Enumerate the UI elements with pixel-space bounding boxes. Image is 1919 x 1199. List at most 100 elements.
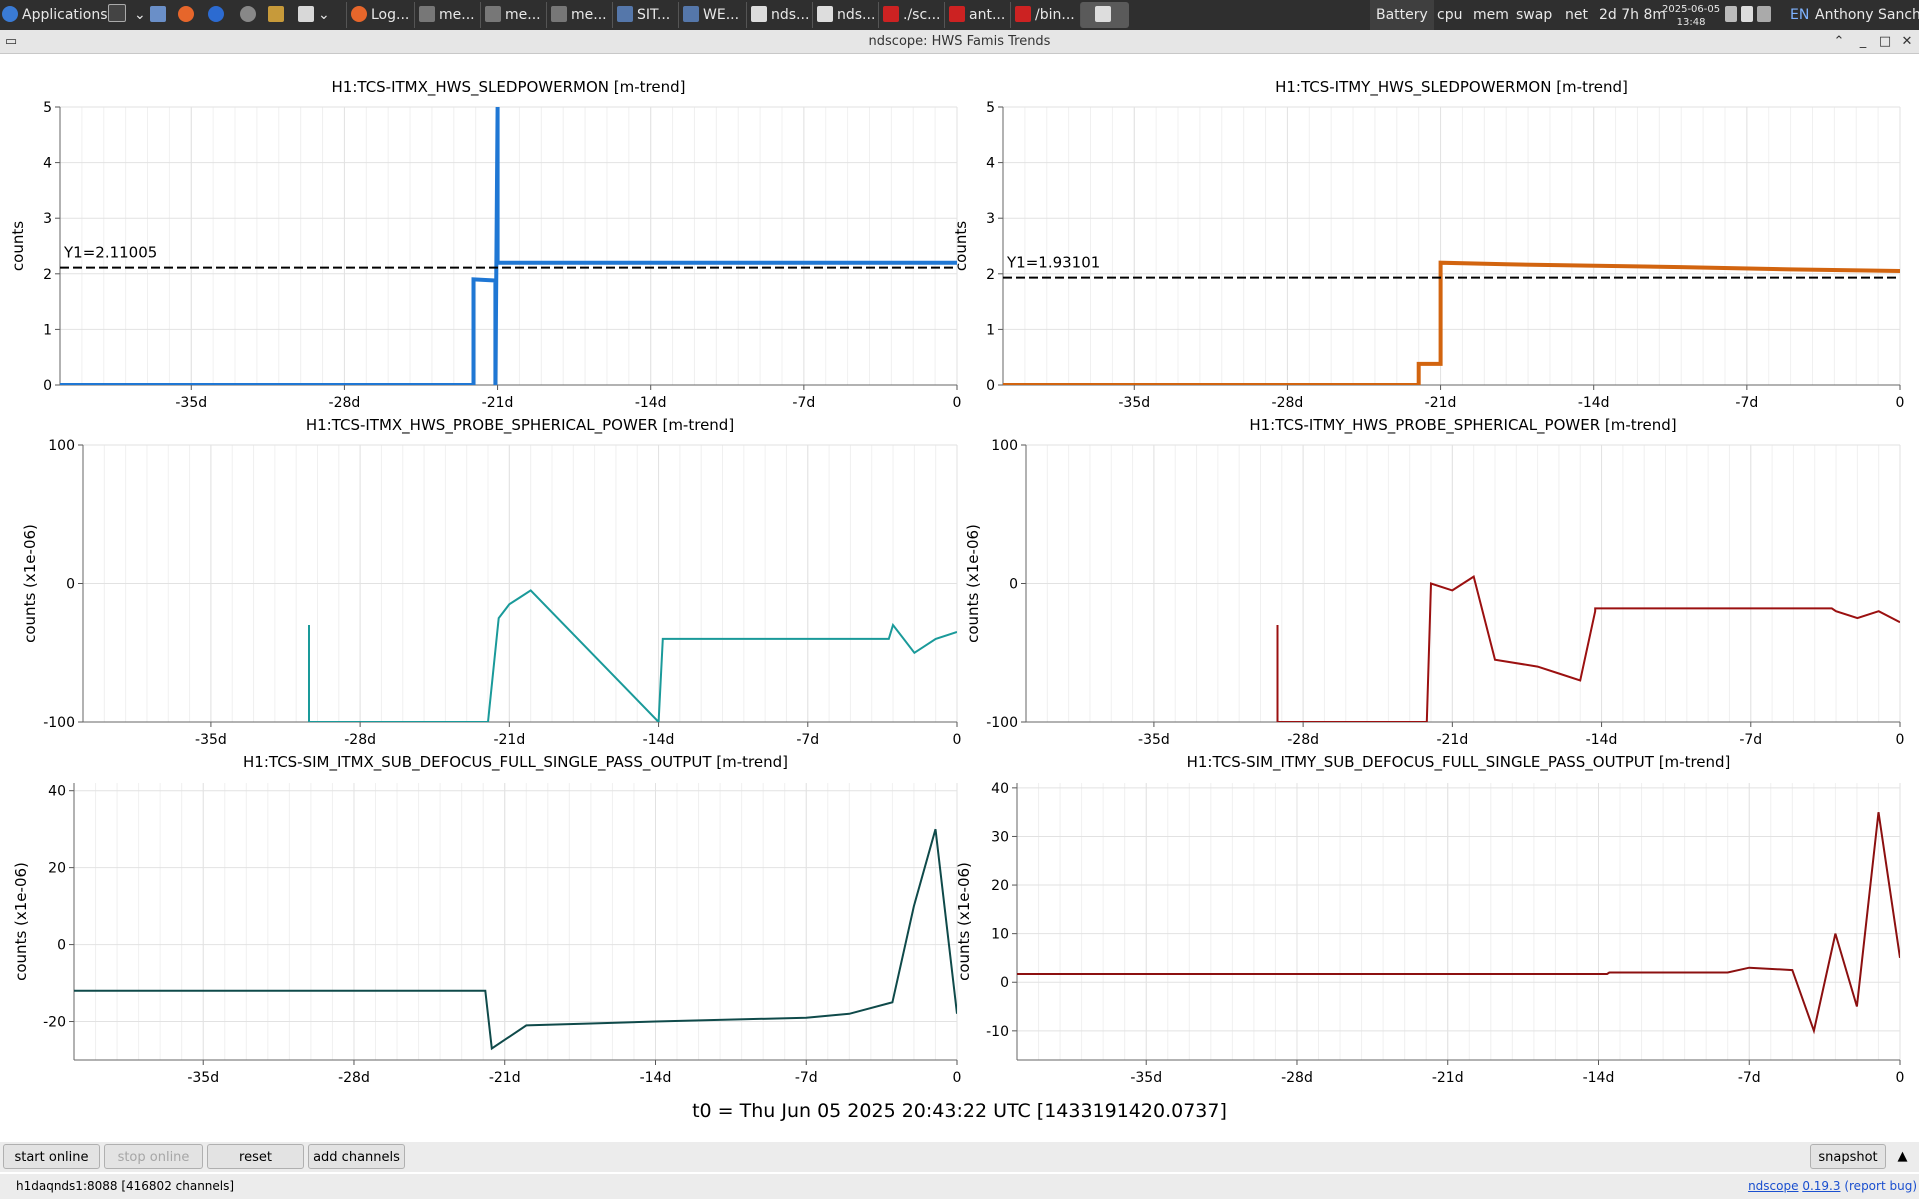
clock[interactable]: 2025-06-05 13:48 [1662,3,1720,33]
maximize-icon[interactable]: □ [1878,34,1892,49]
task-log[interactable]: Log... [346,2,415,28]
report-bug-link[interactable]: (report bug) [1844,1179,1917,1193]
y-tick-label: 5 [986,100,995,116]
plot-title: H1:TCS-SIM_ITMY_SUB_DEFOCUS_FULL_SINGLE_… [1187,753,1731,772]
task-nds-2[interactable]: nds... [812,2,879,28]
y-tick-label: 1 [986,322,995,338]
ndscope-link[interactable]: ndscope [1748,1179,1799,1193]
battery-indicator[interactable]: Battery [1370,0,1434,30]
task-nds-1[interactable]: nds... [746,2,813,28]
add-channels-button[interactable]: add channels [308,1144,405,1169]
reset-button[interactable]: reset [207,1144,304,1169]
uptime: 2d 7h 8m [1599,0,1666,30]
status-bar: h1daqnds1:8088 [416802 channels] ndscope… [0,1174,1919,1199]
add-channels-label: add channels [313,1150,400,1165]
x-tick-label: -28d [1281,1070,1313,1086]
task-ndscope-active[interactable] [1080,2,1129,28]
task-bin[interactable]: /bin... [1010,2,1079,28]
plot-panel: H1:TCS-SIM_ITMX_SUB_DEFOCUS_FULL_SINGLE_… [12,753,961,1086]
plot-title: H1:TCS-ITMX_HWS_SLEDPOWERMON [m-trend] [332,78,686,97]
plot-title: H1:TCS-ITMY_HWS_SLEDPOWERMON [m-trend] [1275,78,1628,97]
window-menu-icon[interactable]: ▭ [4,34,18,49]
task-label: me... [439,7,475,23]
task-me-3[interactable]: me... [546,2,613,28]
firefox-icon [351,6,367,22]
close-icon[interactable]: ✕ [1901,34,1913,49]
x-tick-label: -14d [1586,732,1618,748]
minimize-icon[interactable]: _ [1859,34,1867,49]
task-sit[interactable]: SIT... [612,2,679,28]
chevron-up-icon[interactable]: ⌃ [1833,34,1845,49]
series-line [60,107,957,385]
version-link[interactable]: 0.19.3 [1802,1179,1841,1193]
x-tick-label: -28d [329,395,361,411]
y-tick-label: 4 [986,156,995,172]
x-tick-label: -35d [195,732,227,748]
chrome-launcher[interactable] [208,0,228,30]
stop-online-button[interactable]: stop online [104,1144,203,1169]
x-tick-label: -21d [493,732,525,748]
x-tick-label: 0 [953,395,962,411]
plot-panel: H1:TCS-ITMX_HWS_SLEDPOWERMON [m-trend] -3… [9,78,961,411]
editor-launcher[interactable]: ⌄ [298,0,330,30]
y-tick-label: 10 [991,927,1009,943]
y1-cursor-label: Y1=1.93101 [1006,254,1100,272]
chrome-icon [208,6,224,22]
y-axis-label: counts (x1e-06) [955,862,973,981]
files-launcher[interactable] [150,0,170,30]
firefox-launcher[interactable] [178,0,198,30]
chevron-up-icon[interactable]: ▲ [1897,1149,1908,1164]
share-launcher[interactable] [240,0,260,30]
y-axis-label: counts (x1e-06) [21,524,39,643]
user-menu[interactable]: Anthony Sanchez [1815,0,1919,30]
applications-menu[interactable]: Applications [2,0,108,30]
snapshot-button[interactable]: snapshot [1810,1144,1886,1169]
editor-icon [298,6,314,22]
x-tick-label: 0 [1896,1070,1905,1086]
snapshot-label: snapshot [1818,1150,1878,1165]
x-tick-label: -14d [1578,395,1610,411]
cpu-monitor[interactable]: cpu [1437,0,1462,30]
y-tick-label: 4 [43,156,52,172]
x-tick-label: -35d [1138,732,1170,748]
tray-icons[interactable] [1725,0,1775,30]
task-me-2[interactable]: me... [480,2,547,28]
series-line [308,589,957,722]
y-axis-label: counts [952,221,970,271]
swap-monitor[interactable]: swap [1516,0,1552,30]
x-tick-label: -7d [795,1070,818,1086]
x-tick-label: -35d [187,1070,219,1086]
task-label: nds... [771,7,810,23]
window-icon [817,6,833,22]
settings-launcher[interactable] [268,0,288,30]
plot-panel: H1:TCS-SIM_ITMY_SUB_DEFOCUS_FULL_SINGLE_… [955,753,1904,1086]
task-me-1[interactable]: me... [414,2,481,28]
user-label: Anthony Sanchez [1815,7,1919,23]
x-tick-label: -21d [1436,732,1468,748]
y-tick-label: 100 [991,438,1018,454]
x-tick-label: -28d [1272,395,1304,411]
mem-monitor[interactable]: mem [1473,0,1509,30]
plot-panel: H1:TCS-ITMY_HWS_PROBE_SPHERICAL_POWER [m… [964,416,1904,748]
y-axis-label: counts (x1e-06) [12,862,30,981]
terminal-icon [1015,6,1031,22]
window-icon [485,6,501,22]
task-sc[interactable]: ./sc... [878,2,945,28]
y-tick-label: 0 [986,378,995,394]
terminal-launcher[interactable] [108,0,130,30]
window-title: ndscope: HWS Famis Trends [868,34,1051,49]
task-label: me... [505,7,541,23]
task-ant[interactable]: ant... [944,2,1011,28]
folder-icon [150,6,166,22]
net-monitor[interactable]: net [1565,0,1588,30]
cpu-label: cpu [1437,7,1463,23]
y-tick-label: 2 [43,267,52,283]
y-tick-label: -20 [43,1015,66,1031]
chevron-down-icon[interactable]: ⌄ [134,7,146,23]
task-label: ./sc... [903,7,941,23]
y1-cursor-label: Y1=2.11005 [63,244,157,262]
start-online-button[interactable]: start online [3,1144,100,1169]
firefox-icon [178,6,194,22]
keyboard-layout[interactable]: EN [1790,0,1809,30]
task-we[interactable]: WE... [678,2,747,28]
